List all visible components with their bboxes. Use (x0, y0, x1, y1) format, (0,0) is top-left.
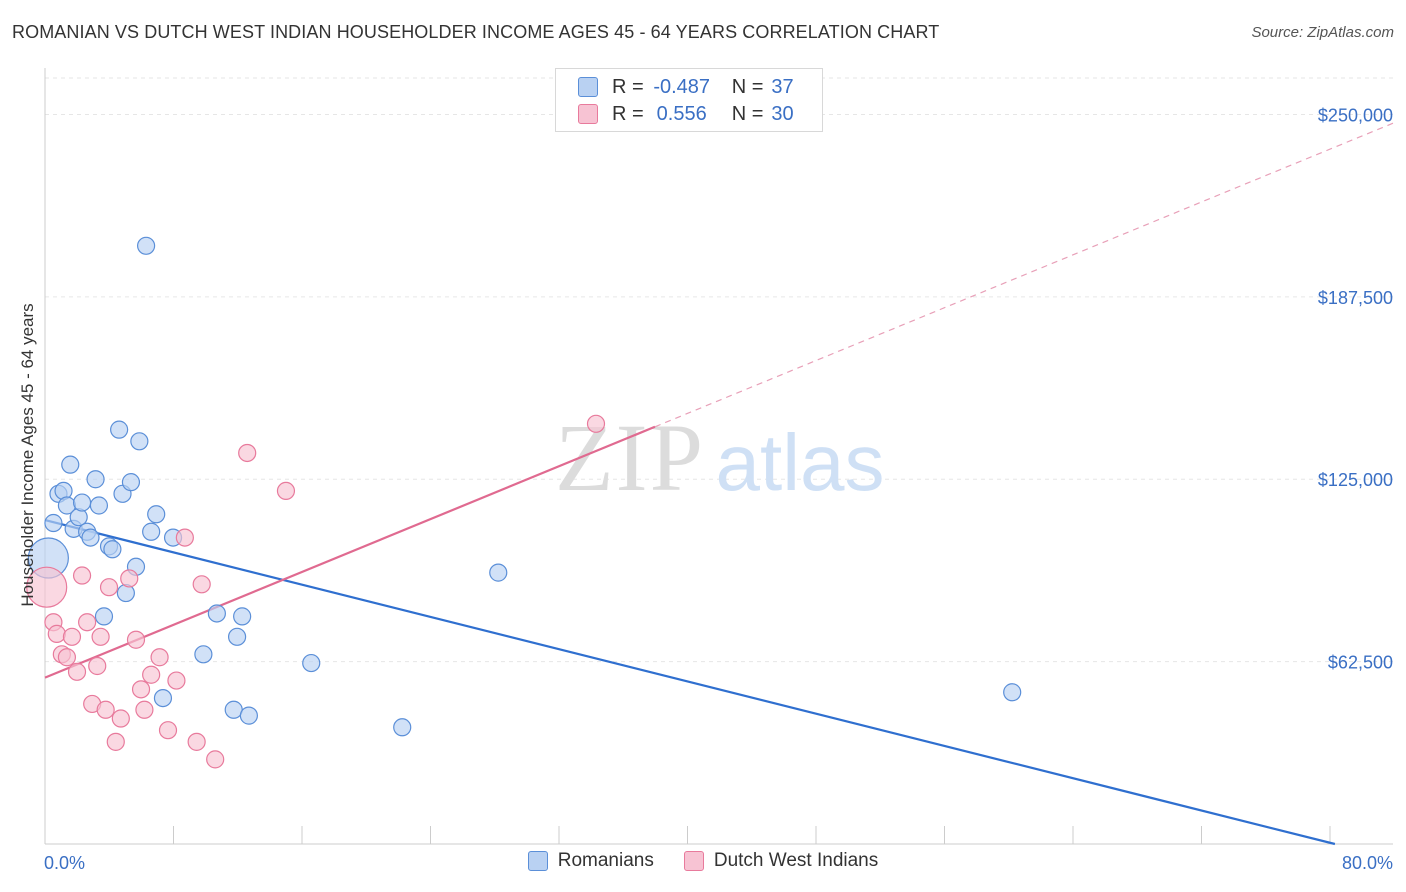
y-axis-label: Householder Income Ages 45 - 64 years (18, 303, 37, 606)
data-point-dutch-west-indians (167, 671, 186, 690)
data-point-dutch-west-indians (106, 732, 125, 751)
data-point-romanians (103, 540, 122, 559)
series-legend: Romanians Dutch West Indians (0, 850, 1406, 872)
data-point-romanians (110, 420, 129, 439)
data-point-dutch-west-indians (586, 414, 606, 433)
legend-swatch-romanians (578, 77, 598, 97)
data-point-dutch-west-indians (131, 680, 151, 699)
data-point-romanians (86, 470, 105, 489)
data-point-dutch-west-indians (120, 569, 139, 588)
correlation-legend: R = -0.487 N = 37 R = 0.556 N = 30 (555, 68, 823, 132)
series-legend-romanians[interactable]: Romanians (527, 850, 654, 872)
legend-n-label: N = (731, 75, 764, 98)
grid-lines (45, 77, 1393, 663)
legend-r-value: -0.487 (653, 75, 711, 98)
data-point-dutch-west-indians (111, 709, 130, 728)
data-point-romanians (227, 627, 247, 646)
data-point-dutch-west-indians (88, 656, 107, 676)
watermark-atlas: atlas (716, 418, 885, 507)
x-tick-label-max: 80.0% (1342, 853, 1393, 873)
data-point-dutch-west-indians (96, 700, 115, 719)
trend-lines (44, 122, 1394, 846)
trend-line-1 (44, 425, 656, 679)
data-point-dutch-west-indians (91, 627, 110, 646)
data-point-romanians (44, 513, 63, 533)
data-point-dutch-west-indians (78, 613, 97, 632)
data-point-romanians (142, 522, 161, 541)
legend-n-value: 30 (771, 102, 794, 125)
data-point-romanians (130, 432, 149, 451)
legend-r-label: R = (612, 102, 644, 125)
legend-swatch-dutch-west-indians (578, 104, 598, 124)
series-swatch-dutch-west-indians (683, 851, 704, 871)
data-point-dutch-west-indians (187, 732, 206, 751)
data-point-dutch-west-indians (158, 721, 178, 740)
data-point-romanians (194, 645, 213, 664)
data-point-dutch-west-indians (135, 700, 154, 719)
data-point-romanians (393, 718, 412, 737)
data-point-dutch-west-indians (142, 665, 161, 684)
series-legend-label: Dutch West Indians (713, 850, 879, 871)
data-point-dutch-west-indians (26, 566, 68, 608)
y-tick-label: $250,000 (1318, 105, 1393, 125)
data-point-dutch-west-indians (206, 750, 225, 769)
data-point-romanians (489, 563, 508, 582)
data-point-romanians (89, 496, 109, 515)
chart-title: ROMANIAN VS DUTCH WEST INDIAN HOUSEHOLDE… (12, 22, 940, 42)
data-points (26, 236, 1022, 769)
data-point-romanians (1003, 683, 1022, 702)
y-tick-label: $125,000 (1318, 470, 1393, 490)
axes (44, 68, 1393, 845)
trend-line-0 (44, 519, 1336, 846)
data-point-dutch-west-indians (62, 627, 82, 646)
data-point-romanians (302, 653, 321, 673)
chart-source: Source: ZipAtlas.com (1251, 24, 1394, 41)
data-point-romanians (81, 528, 100, 547)
data-point-romanians (224, 700, 243, 719)
data-point-dutch-west-indians (276, 481, 296, 501)
series-legend-dutch-west-indians[interactable]: Dutch West Indians (683, 850, 879, 872)
axis-labels: Householder Income Ages 45 - 64 years 0.… (18, 105, 1393, 873)
legend-r-label: R = (612, 75, 644, 98)
data-point-dutch-west-indians (47, 624, 66, 643)
data-point-romanians (61, 455, 80, 474)
data-point-romanians (239, 706, 258, 725)
y-tick-label: $187,500 (1318, 288, 1393, 308)
legend-n-label: N = (731, 102, 764, 125)
trend-line-extension-1 (654, 122, 1394, 428)
data-point-romanians (72, 493, 92, 512)
x-tick-label-min: 0.0% (44, 853, 85, 873)
legend-n-value: 37 (771, 75, 794, 98)
data-point-dutch-west-indians (192, 575, 211, 594)
series-swatch-romanians (527, 851, 548, 871)
data-point-romanians (233, 607, 252, 626)
watermark: ZIP atlas (555, 404, 884, 511)
data-point-dutch-west-indians (238, 443, 257, 463)
series-legend-label: Romanians (557, 850, 654, 871)
legend-r-value: 0.556 (656, 102, 707, 125)
data-point-dutch-west-indians (175, 528, 194, 547)
data-point-romanians (137, 236, 156, 255)
data-point-dutch-west-indians (150, 648, 169, 667)
y-tick-label: $62,500 (1328, 653, 1393, 673)
data-point-romanians (94, 607, 114, 626)
data-point-dutch-west-indians (72, 566, 92, 585)
data-point-dutch-west-indians (67, 662, 87, 681)
data-point-dutch-west-indians (126, 630, 146, 649)
legend-row-romanians: R = -0.487 N = 37 (578, 75, 794, 99)
data-point-romanians (153, 688, 173, 708)
data-point-dutch-west-indians (99, 578, 119, 597)
data-point-romanians (147, 505, 166, 524)
legend-row-dutch-west-indians: R = 0.556 N = 30 (578, 102, 794, 126)
data-point-romanians (207, 604, 226, 623)
data-point-romanians (121, 473, 141, 492)
data-point-dutch-west-indians (57, 648, 77, 667)
